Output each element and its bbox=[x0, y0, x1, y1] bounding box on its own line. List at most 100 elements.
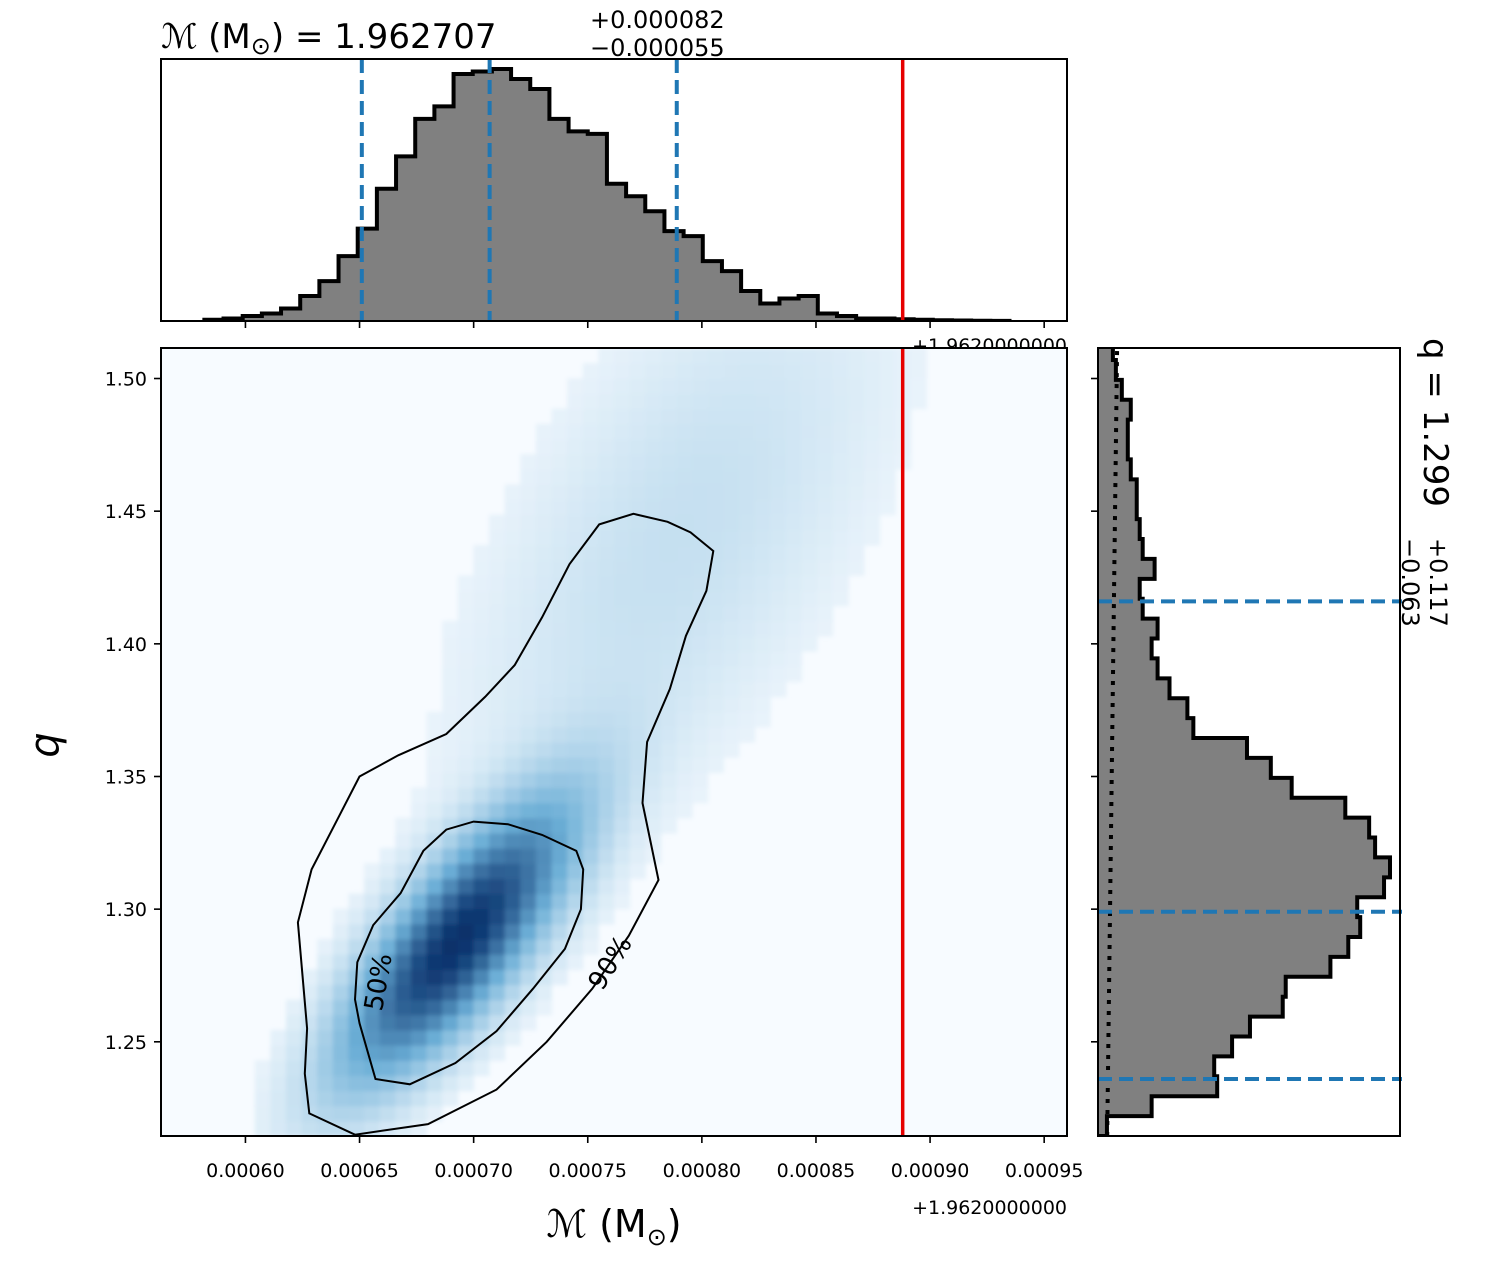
heatmap-cell bbox=[645, 696, 662, 713]
heatmap-cell bbox=[551, 711, 568, 728]
heatmap-cell bbox=[317, 1045, 334, 1061]
heatmap-cell bbox=[645, 681, 662, 698]
heatmap-cell bbox=[332, 1105, 350, 1122]
heatmap-cell bbox=[301, 1075, 318, 1092]
heatmap-cell bbox=[801, 348, 818, 364]
heatmap-cell bbox=[707, 575, 724, 592]
heatmap-cell bbox=[379, 939, 396, 955]
heatmap-cell bbox=[645, 817, 662, 834]
heatmap-cell bbox=[692, 529, 709, 546]
heatmap-cell bbox=[785, 423, 803, 440]
heatmap-cell bbox=[598, 908, 615, 925]
heatmap-cell bbox=[395, 1045, 412, 1061]
heatmap-cell bbox=[817, 469, 834, 485]
heatmap-cell bbox=[707, 529, 724, 546]
heatmap-cell bbox=[738, 590, 756, 607]
heatmap-cell bbox=[629, 620, 646, 637]
heatmap-cell bbox=[489, 1029, 506, 1046]
joint-panel: 50% 90% 0.00060 0.00065 0.00070 0.00075 0.00… bbox=[22, 347, 1083, 1251]
heatmap-cell bbox=[660, 651, 678, 667]
heatmap-cell bbox=[817, 454, 834, 470]
heatmap-cell bbox=[489, 681, 506, 698]
heatmap-cell bbox=[473, 923, 490, 940]
heatmap-cell bbox=[520, 469, 537, 485]
heatmap-cell bbox=[473, 666, 490, 682]
heatmap-cell bbox=[567, 742, 584, 758]
heatmap-cell bbox=[754, 681, 771, 698]
heatmap-cell bbox=[598, 560, 615, 576]
heatmap-cell bbox=[785, 484, 803, 501]
heatmap-cell bbox=[832, 469, 849, 485]
heatmap-cell bbox=[504, 787, 521, 804]
heatmap-cell bbox=[629, 666, 646, 682]
heatmap-cell bbox=[598, 393, 615, 410]
heatmap-cell bbox=[582, 863, 599, 879]
heatmap-cell bbox=[504, 1014, 521, 1031]
heatmap-cell bbox=[723, 348, 740, 364]
heatmap-cell bbox=[457, 1014, 475, 1031]
heatmap-cell bbox=[723, 590, 740, 607]
heatmap-cell bbox=[754, 469, 771, 485]
heatmap-cell bbox=[535, 772, 553, 789]
heatmap-cell bbox=[520, 454, 537, 470]
heatmap-cell bbox=[442, 999, 459, 1016]
heatmap-cell bbox=[535, 575, 553, 592]
heatmap-cell bbox=[379, 863, 396, 879]
heatmap-cell bbox=[645, 529, 662, 546]
heatmap-cell bbox=[317, 1105, 334, 1122]
heatmap-cell bbox=[520, 939, 537, 955]
heatmap-cell bbox=[785, 438, 803, 455]
right-histogram-outline bbox=[1098, 348, 1392, 1136]
heatmap-cell bbox=[410, 878, 428, 895]
heatmap-cell bbox=[551, 529, 568, 546]
top-title-plus: +0.000082 bbox=[590, 6, 725, 34]
heatmap-cell bbox=[379, 1075, 396, 1092]
heatmap-cell bbox=[567, 635, 584, 652]
joint-panel-frame bbox=[160, 347, 1068, 1137]
heatmap-cell bbox=[598, 817, 615, 834]
heatmap-cell bbox=[738, 620, 756, 637]
heatmap-cell bbox=[457, 575, 475, 592]
heatmap-cell bbox=[504, 499, 521, 516]
heatmap-cell bbox=[254, 1120, 271, 1136]
heatmap-cell bbox=[723, 696, 740, 713]
heatmap-cell bbox=[551, 954, 568, 970]
heatmap-cell bbox=[426, 954, 443, 970]
heatmap-cell bbox=[442, 651, 459, 667]
heatmap-cell bbox=[848, 408, 865, 425]
heatmap-cell bbox=[582, 378, 599, 395]
heatmap-cell bbox=[832, 438, 849, 455]
heatmap-cell bbox=[738, 378, 756, 395]
heatmap-cell bbox=[551, 726, 568, 743]
contour-label-50-group: 50% bbox=[359, 951, 399, 1013]
heatmap-cell bbox=[582, 590, 599, 607]
right-histogram-fill bbox=[1098, 348, 1390, 1136]
heatmap-cell bbox=[364, 954, 381, 970]
heatmap-cell bbox=[535, 939, 553, 955]
heatmap-cell bbox=[707, 620, 724, 637]
heatmap-cell bbox=[660, 408, 678, 425]
heatmap-cell bbox=[707, 605, 724, 622]
heatmap-cell bbox=[863, 454, 881, 470]
heatmap-cell bbox=[614, 545, 631, 561]
heatmap-cell bbox=[551, 454, 568, 470]
heatmap-cell bbox=[785, 378, 803, 395]
heatmap-cell bbox=[660, 363, 678, 379]
heatmap-cell bbox=[723, 605, 740, 622]
joint-x-tick-label: 0.00060 bbox=[206, 1160, 285, 1182]
heatmap-cell bbox=[535, 666, 553, 682]
heatmap-cell bbox=[473, 590, 490, 607]
heatmap-cell bbox=[364, 1120, 381, 1136]
heatmap-cell bbox=[582, 363, 599, 379]
heatmap-cell bbox=[676, 696, 693, 713]
heatmap-cell bbox=[457, 696, 475, 713]
heatmap-cell bbox=[676, 590, 693, 607]
heatmap-cell bbox=[489, 848, 506, 864]
heatmap-cell bbox=[473, 772, 490, 789]
heatmap-cell bbox=[520, 560, 537, 576]
heatmap-cell bbox=[629, 605, 646, 622]
heatmap-cell bbox=[738, 651, 756, 667]
heatmap-cell bbox=[863, 393, 881, 410]
heatmap-cell bbox=[364, 1105, 381, 1122]
heatmap-cell bbox=[770, 620, 787, 637]
